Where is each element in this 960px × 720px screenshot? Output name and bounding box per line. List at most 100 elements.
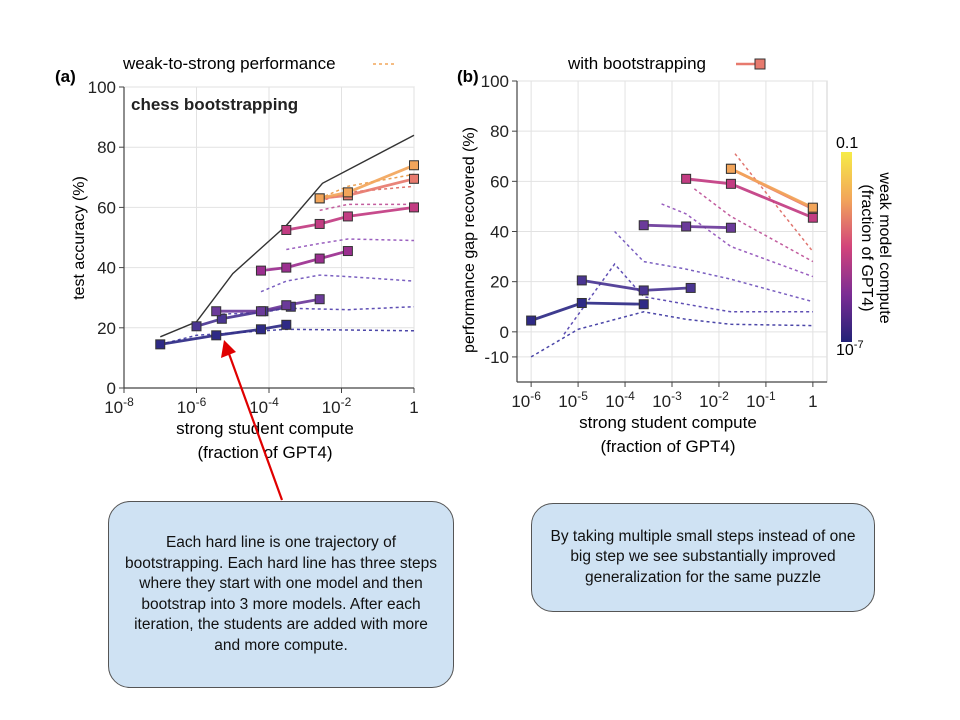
panel-b: -10 0 20 40 60 80 100 10-6 10-5 10-4 10-3 10-2 10-1 1… [457,54,828,456]
panel-b-axes [512,80,827,387]
colorbar: 0.1 10-7 weak model compute (fraction of… [836,135,893,359]
trajectory-point [255,306,266,317]
trajectory-point [685,282,696,293]
trajectory-point [216,313,227,324]
trajectory-point [681,173,692,184]
colorbar-bottom-label: 10-7 [836,339,864,359]
x-tick-label: 10-5 [558,389,588,411]
weak-to-strong-line [319,203,414,212]
trajectory-point [314,218,325,229]
y-tick-label: 80 [490,122,509,141]
callout-right-text: By taking multiple small steps instead o… [550,527,856,586]
colorbar-title-line2: (fraction of GPT4) [858,184,875,311]
trajectory-point [281,319,292,330]
trajectory-point [638,220,649,231]
trajectory-point [314,294,325,305]
panel-a: 0 20 40 60 80 100 10-8 10-6 10-4 10-2 1 (a) chess … [55,54,419,462]
panel-a-label: (a) [55,67,76,86]
weak-to-strong-line [160,328,415,346]
weak-to-strong-line [661,203,814,278]
colorbar-title-line1: weak model compute [876,171,893,323]
panel-b-markers [526,163,818,326]
trajectory-point [725,178,736,189]
legend-a: weak-to-strong performance [122,54,396,73]
panel-a-xlabel-line1: strong student compute [176,419,354,438]
trajectory-point [681,221,692,232]
trajectory-point [342,246,353,257]
trajectory-point [409,202,419,213]
bootstrap-trajectory-line [730,167,814,209]
weak-to-strong-line [260,274,415,293]
panel-a-lines [160,134,415,346]
trajectory-point [314,253,325,264]
y-tick-label: 0 [500,323,509,342]
y-tick-label: 0 [107,379,116,398]
trajectory-point [281,262,292,273]
legend-b-label: with bootstrapping [567,54,706,73]
y-tick-label: 60 [97,198,116,217]
annotation-arrow [221,340,284,501]
trajectory-point [281,300,292,311]
weak-to-strong-line [563,262,813,335]
trajectory-point [807,202,818,213]
x-tick-label: 10-6 [177,395,207,417]
callout-right: By taking multiple small steps instead o… [531,503,875,612]
arrow-shaft [226,350,284,501]
x-tick-label: 10-4 [249,395,279,417]
trajectory-point [725,222,736,233]
trajectory-point [807,212,818,223]
callout-left-text: Each hard line is one trajectory of boot… [125,534,437,654]
weak-to-strong-line [319,173,415,200]
bootstrap-trajectory-line [286,206,415,232]
trajectory-point [191,321,202,332]
trajectory-point [281,224,292,235]
panel-a-ylabel: test accuracy (%) [71,176,88,300]
panel-b-xlabel-line2: (fraction of GPT4) [600,437,735,456]
y-tick-label: 100 [481,72,509,91]
y-tick-label: 80 [97,138,116,157]
weak-to-strong-line [693,188,814,263]
strong-ceiling-line [160,134,415,338]
weak-to-strong-line [286,238,415,251]
y-tick-label: 100 [88,78,116,97]
bootstrap-trajectory-line [530,301,644,322]
trajectory-point [576,297,587,308]
legend-a-label: weak-to-strong performance [122,54,336,73]
panel-b-grid [517,80,827,382]
panel-a-markers [155,160,419,350]
panel-b-ylabel: performance gap recovered (%) [461,127,478,353]
bootstrap-trajectory-line [216,297,320,313]
y-tick-label: 20 [490,273,509,292]
x-tick-label: 10-3 [652,389,682,411]
trajectory-point [409,173,419,184]
panel-a-ticks: 0 20 40 60 80 100 10-8 10-6 10-4 10-2 1 [88,78,419,417]
y-tick-label: 40 [490,223,509,242]
trajectory-point [342,211,353,222]
trajectory-point [409,160,419,171]
weak-to-strong-line [614,230,814,303]
trajectory-point [211,330,222,341]
trajectory-point [526,315,537,326]
weak-to-strong-line [319,185,415,203]
trajectory-point [576,275,587,286]
x-tick-label: 10-1 [746,389,776,411]
legend-b-marker [754,58,766,70]
trajectory-point [155,339,166,350]
y-tick-label: 40 [97,259,116,278]
legend-b: with bootstrapping [567,54,766,73]
trajectory-point [725,163,736,174]
colorbar-top-label: 0.1 [836,135,858,152]
trajectory-point [638,285,649,296]
x-tick-label: 1 [409,398,418,417]
bootstrap-trajectory-line [196,305,292,328]
colorbar-gradient [841,152,852,342]
bootstrap-trajectory-line [260,249,349,272]
x-tick-label: 1 [808,392,817,411]
trajectory-point [255,324,266,335]
panel-b-label: (b) [457,67,479,86]
panel-b-ticks: -10 0 20 40 60 80 100 10-6 10-5 10-4 10-3 10-2 10-1 1 [481,72,818,411]
x-tick-label: 10-2 [699,389,729,411]
y-tick-label: 20 [97,319,116,338]
trajectory-point [342,187,353,198]
